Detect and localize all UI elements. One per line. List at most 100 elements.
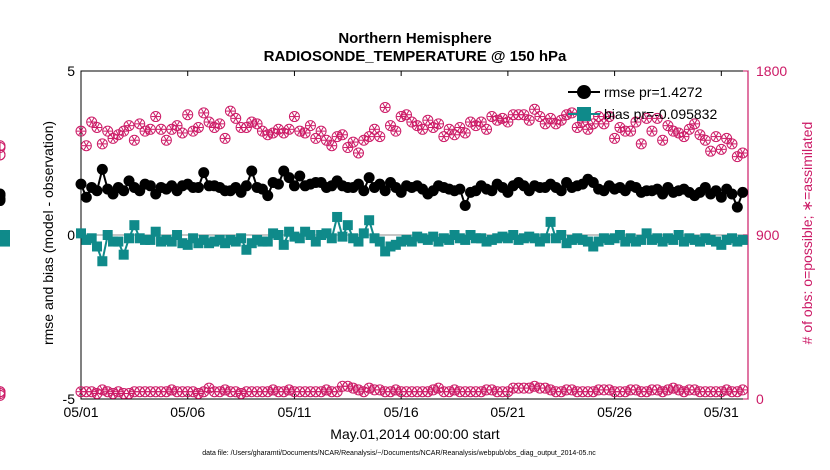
y-tick-label: 5 <box>67 63 75 79</box>
obs-possible-point <box>737 147 749 159</box>
obs-possible-star <box>199 108 209 118</box>
obs-possible-point <box>438 131 450 143</box>
obs-possible-point <box>198 107 210 119</box>
obs-possible-point <box>395 111 407 123</box>
obs-possible-point <box>352 147 364 159</box>
obs-assimilated-ring <box>422 386 434 398</box>
obs-possible-star <box>599 119 609 129</box>
obs-assimilated-point <box>364 383 374 393</box>
obs-assimilated-ring <box>86 386 98 398</box>
obs-possible-point <box>406 116 418 128</box>
obs-assimilated-ring <box>678 386 690 398</box>
obs-possible-star <box>295 126 305 136</box>
obs-possible-star <box>369 125 379 134</box>
obs-possible-point <box>256 125 268 137</box>
obs-possible-star <box>716 145 726 154</box>
obs-possible-star <box>124 121 134 130</box>
obs-possible-point <box>465 116 477 128</box>
bias-point <box>417 233 428 244</box>
obs-assimilated-ring <box>352 384 364 396</box>
rmse-point <box>198 167 210 179</box>
obs-possible-point <box>486 111 498 123</box>
obs-possible-star <box>418 125 428 134</box>
bias-point <box>470 233 481 244</box>
obs-assimilated-point <box>167 385 177 395</box>
rmse-point <box>379 185 391 197</box>
obs-possible-star <box>215 119 225 129</box>
rmse-point <box>283 172 295 184</box>
obs-possible-star <box>348 137 358 147</box>
obs-possible-point <box>112 129 124 141</box>
obs-possible-point <box>481 123 493 135</box>
obs-possible-point <box>288 111 300 123</box>
obs-possible-point <box>150 111 162 123</box>
obs-possible-star <box>610 134 620 143</box>
obs-possible-point <box>609 132 621 144</box>
obs-possible-point <box>673 127 685 139</box>
bias-point <box>102 230 113 240</box>
bias-point <box>652 233 663 244</box>
bias-point <box>76 228 86 239</box>
obs-possible-point <box>123 120 135 132</box>
obs-possible-star <box>375 132 385 141</box>
rmse-point <box>80 191 92 203</box>
bias-point <box>614 230 625 240</box>
bias-point <box>492 233 503 244</box>
obs-possible-point <box>726 138 738 150</box>
bias-point <box>86 233 97 244</box>
obs-possible-point <box>219 132 231 144</box>
obs-assimilated-ring <box>689 384 701 396</box>
bias-point <box>518 233 529 244</box>
y-tick-label: 0 <box>67 227 75 243</box>
bias-point <box>161 234 172 245</box>
obs-assimilated-point <box>732 387 742 396</box>
y2-axis-label: # of obs: o=possible; ∗=assimilated <box>799 122 815 345</box>
obs-assimilated-point <box>546 385 556 395</box>
bias-point <box>380 246 391 257</box>
obs-possible-star <box>503 117 513 127</box>
obs-assimilated-ring <box>651 384 663 396</box>
rmse-point <box>288 180 300 192</box>
bias-point <box>726 233 737 244</box>
obs-possible-point <box>278 127 290 139</box>
obs-possible-star <box>535 112 545 121</box>
obs-possible-star <box>225 106 235 116</box>
obs-possible-star <box>252 119 262 129</box>
obs-assimilated-ring <box>529 380 541 392</box>
obs-assimilated-point <box>530 382 540 391</box>
bias-point <box>124 233 135 244</box>
obs-assimilated-point <box>679 387 689 396</box>
obs-assimilated-point <box>690 385 700 395</box>
obs-assimilated-ring <box>721 384 733 396</box>
bias-point <box>513 234 524 245</box>
rmse-point <box>294 170 306 182</box>
obs-possible-point <box>315 125 327 137</box>
obs-assimilated-point <box>444 387 454 396</box>
bias-point <box>182 239 193 250</box>
rmse-point <box>91 185 103 197</box>
bias-point <box>134 233 145 244</box>
bias-point <box>289 231 300 242</box>
obs-possible-point <box>566 107 578 119</box>
bias-point <box>262 236 273 247</box>
obs-possible-star <box>327 141 337 150</box>
bias-point <box>454 233 465 244</box>
bias-point <box>433 236 444 247</box>
obs-possible-point <box>534 111 546 123</box>
obs-assimilated-point <box>321 385 331 395</box>
obs-possible-star <box>193 123 203 132</box>
obs-assimilated-point <box>263 387 273 396</box>
bias-point <box>204 238 215 249</box>
obs-possible-star <box>332 132 342 141</box>
bias-point <box>438 233 449 244</box>
obs-assimilated-ring <box>342 380 354 392</box>
bias-point <box>481 236 492 247</box>
obs-assimilated-point <box>620 387 630 396</box>
obs-possible-point <box>374 131 386 143</box>
obs-possible-star <box>316 126 326 136</box>
obs-possible-point <box>625 125 637 137</box>
obs-possible-star <box>626 126 636 136</box>
bias-point <box>428 231 439 242</box>
obs-possible-point <box>411 120 423 132</box>
obs-assimilated-point <box>161 387 171 396</box>
